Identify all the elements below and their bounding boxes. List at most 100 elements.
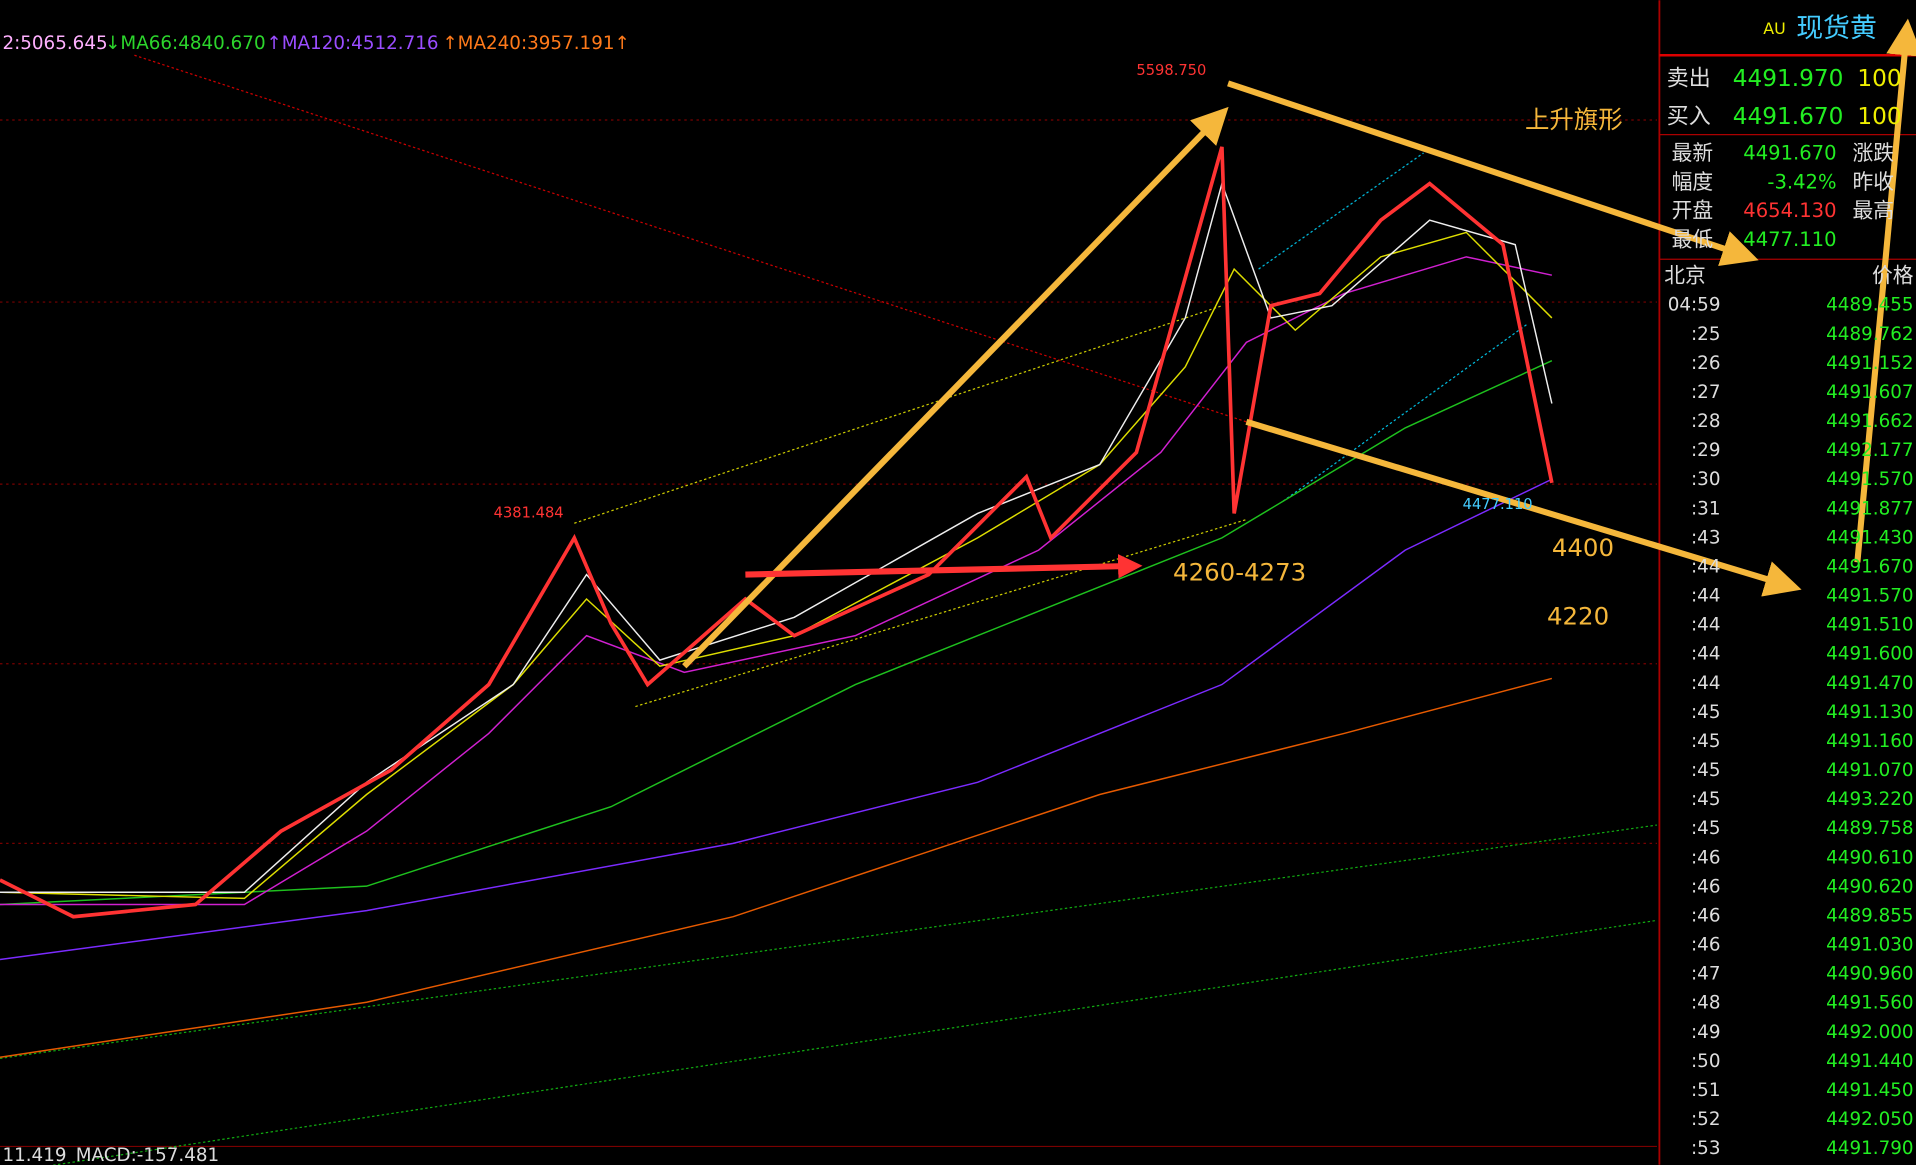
tick-time: :30 <box>1691 469 1720 490</box>
tick-price: 4491.607 <box>1826 382 1913 403</box>
tick-time: :53 <box>1691 1138 1720 1159</box>
tick-price: 4491.430 <box>1826 527 1913 548</box>
tick-price: 4491.600 <box>1826 644 1913 665</box>
tick-price: 4491.570 <box>1826 586 1913 607</box>
tick-price: 4491.030 <box>1826 935 1913 956</box>
tick-time: :45 <box>1691 731 1720 752</box>
tick-price: 4489.758 <box>1826 818 1913 839</box>
price-label: 5598.750 <box>1136 62 1206 79</box>
annotation-arrows <box>682 18 1916 669</box>
price-path <box>0 146 1554 919</box>
tick-list: 北京 价格 04:59 4489.455 :25 4489.762 :26 4491.152:… <box>1664 263 1914 1159</box>
tick-price: 4491.560 <box>1826 993 1913 1014</box>
trend-lines <box>0 54 1658 1165</box>
tick-price: 4489.455 <box>1826 295 1913 316</box>
quote-price: 4491.970 <box>1733 65 1844 92</box>
tick-price: 4491.450 <box>1826 1080 1913 1101</box>
tick-time: :44 <box>1691 673 1720 694</box>
tick-price: 4491.662 <box>1826 411 1913 432</box>
tick-price: 4491.570 <box>1826 469 1913 490</box>
tick-time: :52 <box>1691 1109 1720 1130</box>
indicator-value: 11.419 <box>2 1145 66 1165</box>
grid <box>0 119 1657 1148</box>
ma-legend: ↑MA120:4512.716 <box>266 33 438 54</box>
moving-averages <box>0 181 1553 1058</box>
tick-price: 4490.960 <box>1826 964 1913 985</box>
tick-time: :44 <box>1691 615 1720 636</box>
column-header: 价格 <box>1872 263 1914 287</box>
price-label: 4381.484 <box>494 504 564 521</box>
tick-time: :51 <box>1691 1080 1720 1101</box>
target-arrow <box>745 554 1143 579</box>
tick-price: 4492.050 <box>1826 1109 1913 1130</box>
tick-price: 4492.000 <box>1826 1022 1913 1043</box>
tick-price: 4491.470 <box>1826 673 1913 694</box>
ma-legend: ↑MA240:3957.191↑ <box>442 33 630 54</box>
tick-time: :25 <box>1691 324 1720 345</box>
tick-price: 4489.855 <box>1826 905 1913 926</box>
quote-panel: 卖出 4491.970 100 买入 4491.670 100 最新 4491.670 涨跌幅度… <box>1667 65 1902 251</box>
tick-time: :31 <box>1691 498 1720 519</box>
tick-price: 4491.877 <box>1826 498 1913 519</box>
stat-value: 4491.670 <box>1743 142 1836 165</box>
stat-value: 4477.110 <box>1743 228 1836 251</box>
tick-time: :49 <box>1691 1022 1720 1043</box>
pattern-label: 上升旗形 <box>1525 105 1623 134</box>
price-label: 4477.110 <box>1463 496 1533 513</box>
tick-price: 4491.160 <box>1826 731 1913 752</box>
stat-label: 昨收 <box>1852 170 1894 194</box>
symbol-name: 现货黄 <box>1796 13 1877 44</box>
quote-volume: 100 <box>1857 65 1901 92</box>
stat-label: 涨跌 <box>1852 141 1894 165</box>
tick-price: 4490.620 <box>1826 876 1913 897</box>
tick-price: 4490.610 <box>1826 847 1913 868</box>
tick-time: :46 <box>1691 876 1720 897</box>
target-label: 4260-4273 <box>1173 557 1306 586</box>
tick-time: :28 <box>1691 411 1720 432</box>
tick-price: 4491.130 <box>1826 702 1913 723</box>
tick-time: :47 <box>1691 964 1720 985</box>
tick-time: :45 <box>1691 789 1720 810</box>
stat-label: 最高 <box>1852 199 1894 223</box>
column-header: 北京 <box>1664 263 1706 287</box>
tick-time: :45 <box>1691 702 1720 723</box>
tick-price: 4492.177 <box>1826 440 1913 461</box>
stat-label: 幅度 <box>1672 170 1714 194</box>
tick-price: 4491.152 <box>1826 353 1913 374</box>
tick-time: :48 <box>1691 993 1720 1014</box>
tick-price: 4489.762 <box>1826 324 1913 345</box>
quote-price: 4491.670 <box>1733 103 1844 130</box>
stat-label: 最低 <box>1672 227 1714 251</box>
tick-price: 4491.070 <box>1826 760 1913 781</box>
tick-price: 4493.220 <box>1826 789 1913 810</box>
tick-time: :44 <box>1691 644 1720 665</box>
tick-time: :46 <box>1691 847 1720 868</box>
tick-time: :27 <box>1691 382 1720 403</box>
quote-label: 卖出 <box>1667 67 1711 92</box>
level-label: 4400 <box>1552 533 1614 562</box>
quote-label: 买入 <box>1667 105 1711 130</box>
tick-time: :45 <box>1691 818 1720 839</box>
symbol-code: AU <box>1763 19 1785 38</box>
tick-time: :50 <box>1691 1051 1720 1072</box>
stat-value: 4654.130 <box>1743 199 1836 222</box>
tick-time: :45 <box>1691 760 1720 781</box>
tick-price: 4491.670 <box>1826 556 1913 577</box>
level-label: 4220 <box>1547 601 1609 630</box>
tick-price: 4491.790 <box>1826 1138 1913 1159</box>
tick-price: 4491.440 <box>1826 1051 1913 1072</box>
tick-time: :26 <box>1691 353 1720 374</box>
tick-time: :46 <box>1691 905 1720 926</box>
tick-price: 4491.510 <box>1826 615 1913 636</box>
tick-time: 04:59 <box>1668 295 1721 316</box>
ma-legend: ↓MA66:4840.670 <box>105 33 266 54</box>
stat-label: 最新 <box>1672 141 1714 165</box>
tick-time: :43 <box>1691 527 1720 548</box>
tick-time: :46 <box>1691 935 1720 956</box>
macd-label: MACD:-157.481 <box>76 1145 219 1165</box>
stat-value: -3.42% <box>1767 170 1836 193</box>
ma-legend: 2:5065.645 <box>2 33 107 54</box>
